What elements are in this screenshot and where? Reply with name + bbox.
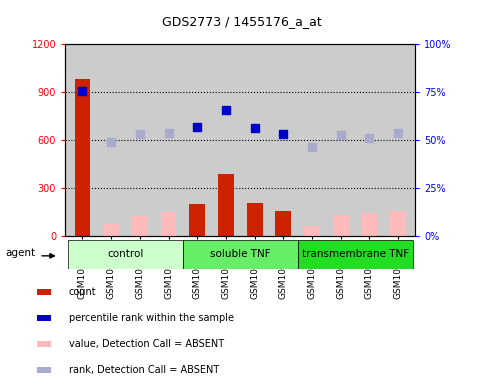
Bar <box>304 226 320 236</box>
Bar <box>38 315 51 321</box>
Bar <box>38 367 51 373</box>
Point <box>251 125 258 131</box>
Bar <box>183 240 298 269</box>
Bar <box>38 341 51 347</box>
Bar <box>132 216 148 236</box>
Point <box>136 131 144 137</box>
Text: transmembrane TNF: transmembrane TNF <box>301 249 409 260</box>
Bar <box>68 240 183 269</box>
Text: soluble TNF: soluble TNF <box>210 249 270 260</box>
Point <box>337 131 344 137</box>
Point <box>366 135 373 141</box>
Bar <box>189 204 205 236</box>
Text: value, Detection Call = ABSENT: value, Detection Call = ABSENT <box>69 339 224 349</box>
Point <box>193 124 201 131</box>
Point <box>222 107 230 113</box>
Bar <box>298 240 412 269</box>
Text: agent: agent <box>5 248 35 258</box>
Bar <box>247 204 263 236</box>
Point <box>394 130 402 136</box>
Text: count: count <box>69 287 96 297</box>
Bar <box>333 215 349 236</box>
Bar <box>161 212 176 236</box>
Bar <box>74 79 90 236</box>
Bar <box>38 289 51 295</box>
Bar <box>275 211 291 236</box>
Text: control: control <box>107 249 143 260</box>
Text: percentile rank within the sample: percentile rank within the sample <box>69 313 234 323</box>
Point <box>79 88 86 94</box>
Text: rank, Detection Call = ABSENT: rank, Detection Call = ABSENT <box>69 365 219 375</box>
Bar <box>362 213 377 236</box>
Point <box>107 139 115 145</box>
Bar <box>103 224 119 236</box>
Bar <box>390 210 406 236</box>
Point <box>165 130 172 136</box>
Text: GDS2773 / 1455176_a_at: GDS2773 / 1455176_a_at <box>162 15 321 28</box>
Point <box>308 144 316 151</box>
Point <box>280 131 287 137</box>
Bar <box>218 174 234 236</box>
